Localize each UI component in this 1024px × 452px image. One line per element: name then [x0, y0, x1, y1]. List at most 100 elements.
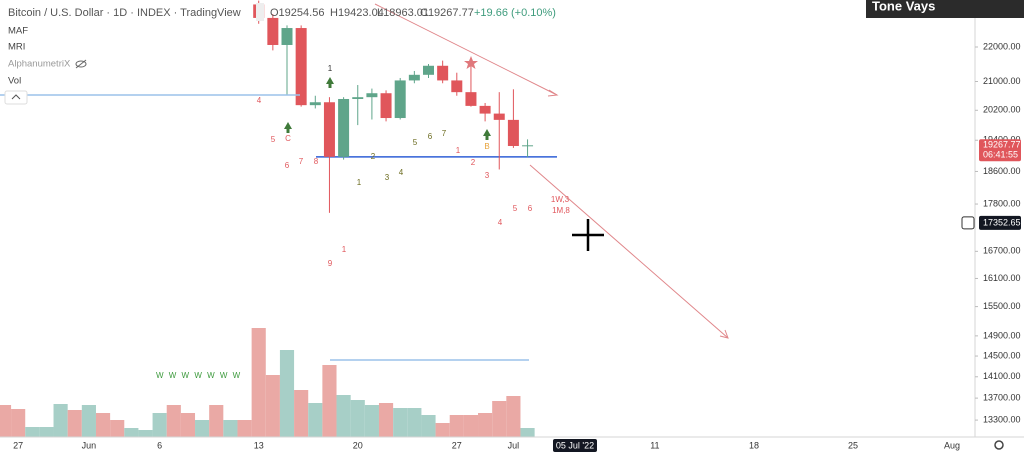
candle-body [465, 92, 477, 106]
chart-title: Bitcoin / U.S. Dollar · 1D · INDEX · Tra… [8, 7, 241, 19]
annotation: 6 [285, 161, 290, 170]
signal-arrow [483, 129, 491, 140]
volume-bar [251, 328, 266, 437]
volume-bar [308, 403, 323, 437]
countdown: 06:41:55 [983, 150, 1018, 160]
annotation: 5 [413, 138, 418, 147]
hide-icon [75, 59, 87, 69]
annotation: 5 [271, 135, 276, 144]
volume-bar [11, 409, 26, 437]
ohlc-value: C19267.77 [420, 7, 474, 19]
candle-body [267, 17, 279, 45]
trend-line [374, 3, 558, 96]
volume-bar [463, 415, 479, 437]
y-tick-label: 16100.00 [983, 273, 1021, 283]
y-tick-label: 13700.00 [983, 392, 1021, 402]
ohlc-value: H19423.04 [330, 7, 384, 19]
x-tick-label: 27 [452, 440, 462, 450]
candle-body [281, 28, 293, 45]
time-axis [0, 437, 1024, 452]
volume-bar [67, 410, 82, 437]
volume-bar [478, 413, 493, 437]
volume-bar [449, 415, 464, 437]
annotation: 3 [385, 173, 390, 182]
annotation: C [285, 134, 291, 143]
y-tick-label: 14900.00 [983, 330, 1021, 340]
candle-body [423, 65, 434, 75]
volume-bar [520, 428, 535, 437]
volume-bar [53, 404, 68, 437]
candle-body [394, 80, 406, 119]
indicator-label[interactable]: MAF [8, 26, 28, 37]
candle-body [451, 80, 463, 93]
volume-bar [350, 400, 365, 437]
volume-bar [0, 405, 12, 437]
annotation: B [484, 142, 489, 151]
signal-arrow [326, 77, 334, 88]
candle-body [352, 97, 364, 99]
annotation: 2 [371, 152, 376, 161]
y-tick-label: 21000.00 [983, 76, 1021, 86]
annotation: 4 [498, 218, 503, 227]
annotation: 9 [328, 259, 333, 268]
volume-bar [25, 427, 40, 437]
annotation: 8 [314, 157, 319, 166]
crosshair-price-box [979, 215, 1021, 230]
annotation: 7 [299, 157, 304, 166]
volume-bar [322, 365, 337, 437]
y-tick-label: 13300.00 [983, 414, 1021, 424]
candle-body [309, 102, 321, 106]
volume-bar [39, 427, 54, 437]
ohlc-value: L18963.01 [377, 7, 429, 19]
trend-line [529, 164, 729, 339]
volume-bar [110, 420, 125, 437]
candle-body [437, 65, 449, 81]
last-price-label: 19267.77 [983, 140, 1021, 150]
y-tick-label: 14100.00 [983, 371, 1021, 381]
y-tick-label: 20200.00 [983, 105, 1021, 115]
y-tick-label: 17800.00 [983, 198, 1021, 208]
toolbar-button[interactable] [256, 3, 264, 21]
y-tick-label: 14500.00 [983, 350, 1021, 360]
collapse-button[interactable] [4, 90, 28, 105]
hide-icon[interactable] [75, 60, 87, 68]
candle-body [380, 93, 392, 119]
webcam-overlay [866, 0, 1024, 18]
x-tick-label: Jun [82, 440, 97, 450]
volume-bar [209, 405, 224, 437]
x-tick-label: 11 [650, 440, 659, 450]
volume-bar [435, 423, 450, 437]
settings-button[interactable] [994, 440, 1004, 450]
signal-star [464, 56, 478, 69]
crosshair-time-label: 05 Jul '22 [556, 440, 594, 450]
volume-bar [223, 420, 238, 437]
volume-bar [81, 405, 96, 437]
annotation: 6 [528, 204, 533, 213]
candle-body [295, 28, 307, 106]
volume-bar [265, 375, 280, 437]
candle-body [479, 105, 491, 114]
annotation: 1 [357, 178, 362, 187]
volume-bar [152, 413, 167, 437]
indicator-label[interactable]: MRI [8, 42, 25, 53]
volume-bar [195, 420, 210, 437]
volume-annotation: W W W W W W W [156, 371, 242, 380]
indicator-label[interactable]: AlphanumetriX [8, 59, 71, 70]
annotation: 1 [342, 245, 347, 254]
volume-bar [95, 413, 111, 437]
annotation: 4 [257, 96, 262, 105]
annotation: 4 [399, 168, 404, 177]
volume-bar [492, 401, 507, 437]
volume-bar [393, 408, 408, 437]
annotation: 7 [442, 129, 447, 138]
y-tick-label: 22000.00 [983, 41, 1021, 51]
annotation: 5 [513, 204, 518, 213]
volume-bar [279, 350, 295, 437]
annotation: 6 [428, 132, 433, 141]
ohlc-change: +19.66 (+0.10%) [474, 7, 556, 19]
x-tick-label: 20 [353, 440, 363, 450]
volume-bar [407, 408, 422, 437]
indicator-label[interactable]: Vol [8, 76, 21, 87]
